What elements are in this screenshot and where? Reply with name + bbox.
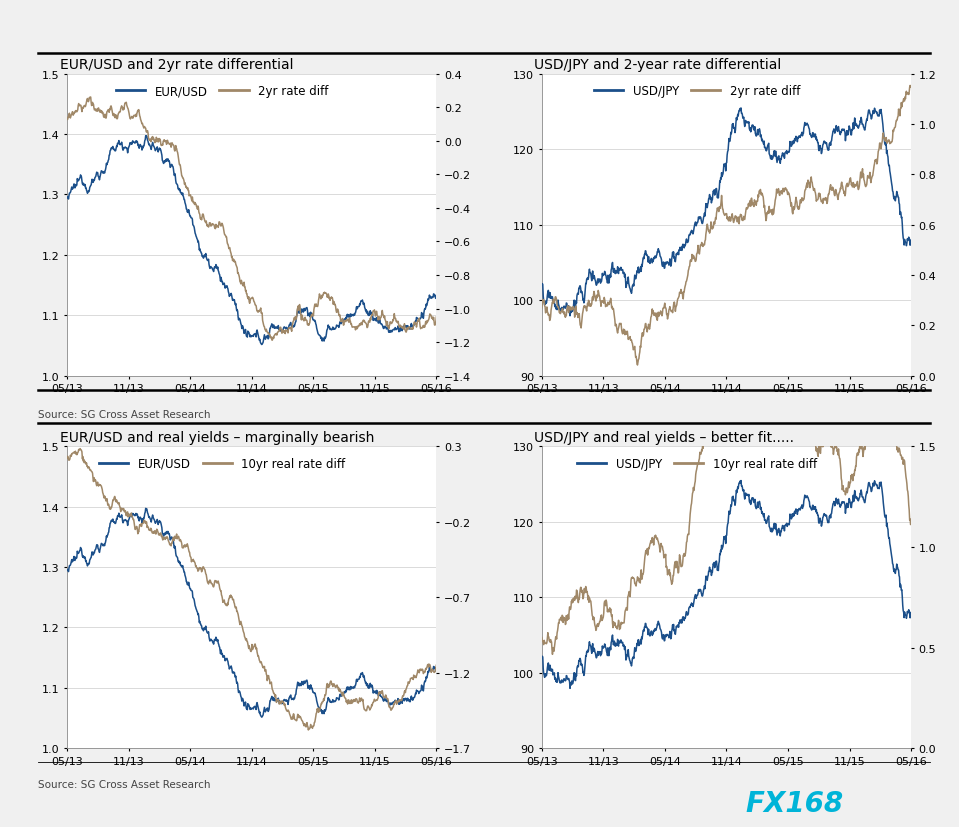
- Text: FX168: FX168: [746, 789, 844, 817]
- Text: Source: SG Cross Asset Research: Source: SG Cross Asset Research: [38, 779, 211, 789]
- Legend: EUR/USD, 2yr rate diff: EUR/USD, 2yr rate diff: [111, 80, 334, 103]
- Text: USD/JPY and 2-year rate differential: USD/JPY and 2-year rate differential: [534, 58, 782, 72]
- Text: USD/JPY and real yields – better fit.....: USD/JPY and real yields – better fit....…: [534, 430, 794, 444]
- Text: EUR/USD and real yields – marginally bearish: EUR/USD and real yields – marginally bea…: [59, 430, 374, 444]
- Legend: USD/JPY, 10yr real rate diff: USD/JPY, 10yr real rate diff: [573, 452, 822, 475]
- Legend: USD/JPY, 2yr rate diff: USD/JPY, 2yr rate diff: [589, 80, 805, 103]
- Text: EUR/USD and 2yr rate differential: EUR/USD and 2yr rate differential: [59, 58, 293, 72]
- Legend: EUR/USD, 10yr real rate diff: EUR/USD, 10yr real rate diff: [94, 452, 350, 475]
- Text: Source: SG Cross Asset Research: Source: SG Cross Asset Research: [38, 409, 211, 419]
